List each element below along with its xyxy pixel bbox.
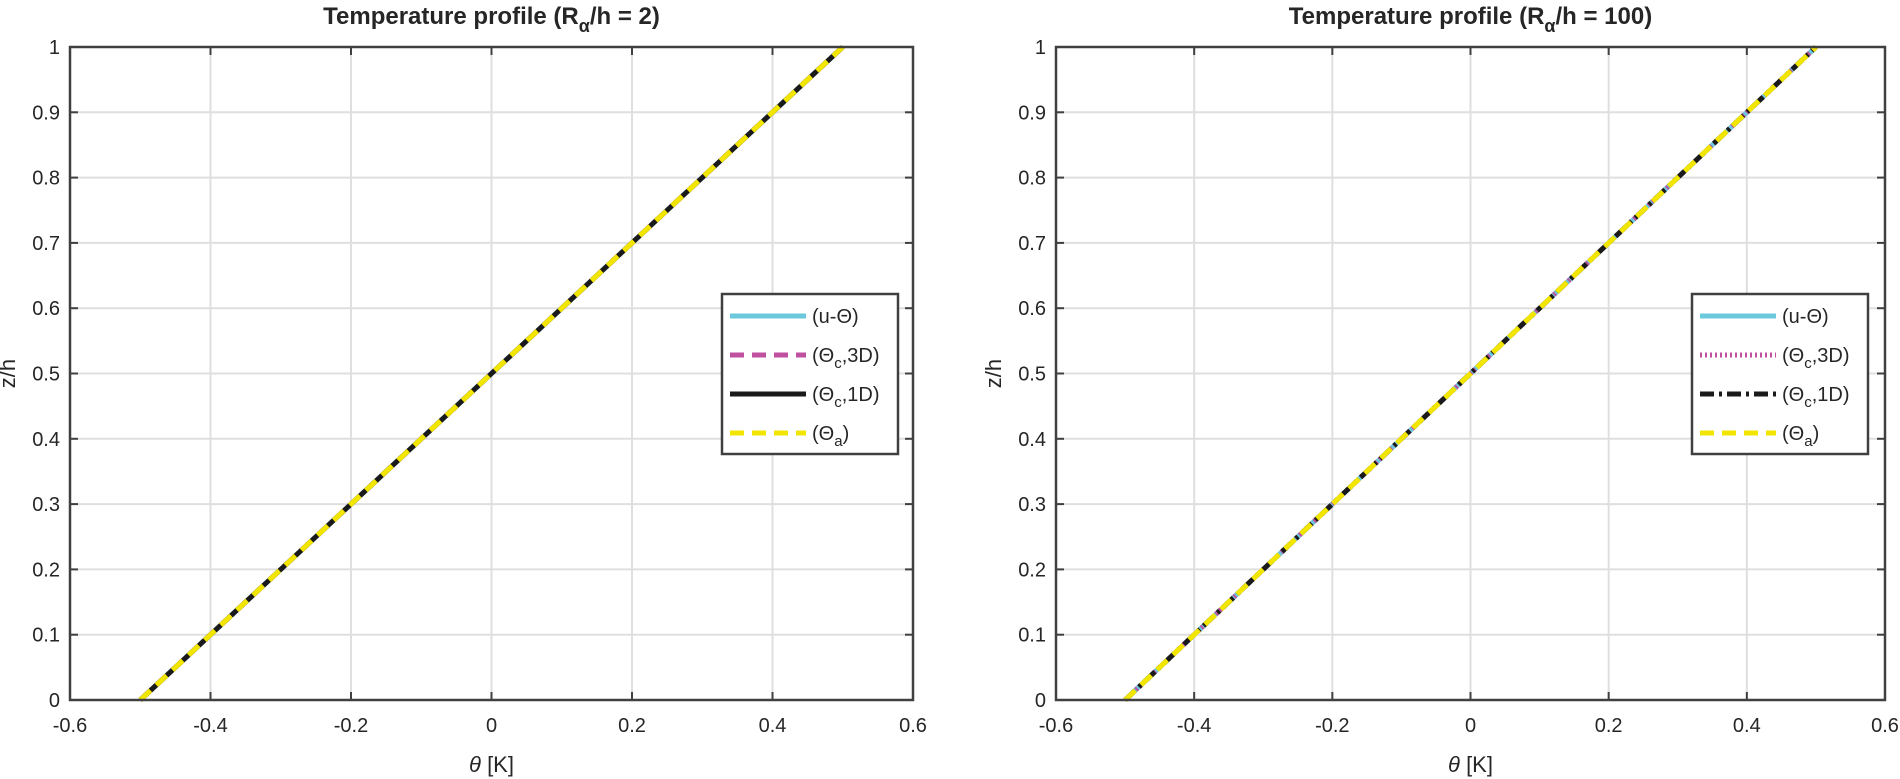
y-tick-label: 0.1 [32,625,60,647]
y-tick-label: 0.3 [32,494,60,516]
chart-panel-2: -0.6 -0.4 -0.2 0 0.2 0.4 0.6 0 0.1 0.2 0.3 0.4 0.5 0.… [981,3,1899,777]
x-tick-label: -0.2 [334,715,368,737]
x-tick-label: 0.6 [899,715,927,737]
y-axis-label: z/h [981,359,1006,388]
legend-label-4: (Θa) [1782,423,1819,450]
legend-label-3: (Θc,1D) [812,384,880,411]
y-tick-label: 0.7 [32,233,60,255]
chart-title: Temperature profile (Rα/h = 2) [323,3,660,36]
legend-box [1690,292,1870,456]
x-axis-label: θ [K] [469,752,514,777]
y-tick-label: 0.2 [1018,559,1046,581]
y-tick-label: 1 [49,37,60,59]
x-tick-label: 0.4 [1733,715,1761,737]
y-tick-label: 0.3 [1018,494,1046,516]
y-tick-label: 0.6 [1018,298,1046,320]
legend-box [720,292,900,456]
x-tick-label: -0.6 [53,715,87,737]
y-tick-label: 0.5 [32,364,60,386]
x-tick-label: 0.6 [1871,715,1899,737]
x-axis-label: θ [K] [1448,752,1493,777]
chart-title: Temperature profile (Rα/h = 100) [1289,3,1652,36]
x-tick-label: 0.2 [618,715,646,737]
x-tick-label: -0.4 [1177,715,1211,737]
legend-label-1: (u-Θ) [812,306,859,328]
y-tick-label: 0.2 [32,559,60,581]
y-tick-label: 0.9 [1018,102,1046,124]
y-tick-label: 0 [1035,690,1046,712]
series-line-4 [138,45,845,702]
legend-label-2: (Θc,3D) [1782,345,1850,372]
legend: (u-Θ) (Θc,3D) (Θc,1D) (Θa) [720,292,900,456]
x-tick-label: -0.2 [1315,715,1349,737]
x-tick-label: 0 [1465,715,1476,737]
y-tick-label: 0 [49,690,60,712]
legend-label-3: (Θc,1D) [1782,384,1850,411]
y-tick-label: 0.7 [1018,233,1046,255]
y-tick-label: 0.4 [32,429,60,451]
legend: (u-Θ) (Θc,3D) (Θc,1D) (Θa) [1690,292,1870,456]
x-tick-label: -0.6 [1039,715,1073,737]
y-tick-label: 0.6 [32,298,60,320]
y-tick-label: 0.8 [32,168,60,190]
x-tick-label: 0 [486,715,497,737]
x-tick-label: -0.4 [193,715,227,737]
y-tick-label: 0.8 [1018,168,1046,190]
y-tick-label: 0.4 [1018,429,1046,451]
y-tick-label: 1 [1035,37,1046,59]
y-tick-label: 0.9 [32,102,60,124]
series-line-4 [1123,45,1818,702]
x-tick-label: 0.2 [1595,715,1623,737]
chart-panel-1: -0.6 -0.4 -0.2 0 0.2 0.4 0.6 0 0.1 0.2 0.3 0.4 0.5 0.… [0,3,927,777]
legend-label-2: (Θc,3D) [812,345,880,372]
y-axis-label: z/h [0,359,20,388]
y-tick-label: 0.5 [1018,364,1046,386]
legend-label-1: (u-Θ) [1782,306,1829,328]
x-tick-label: 0.4 [759,715,787,737]
y-tick-label: 0.1 [1018,625,1046,647]
legend-label-4: (Θa) [812,423,849,450]
